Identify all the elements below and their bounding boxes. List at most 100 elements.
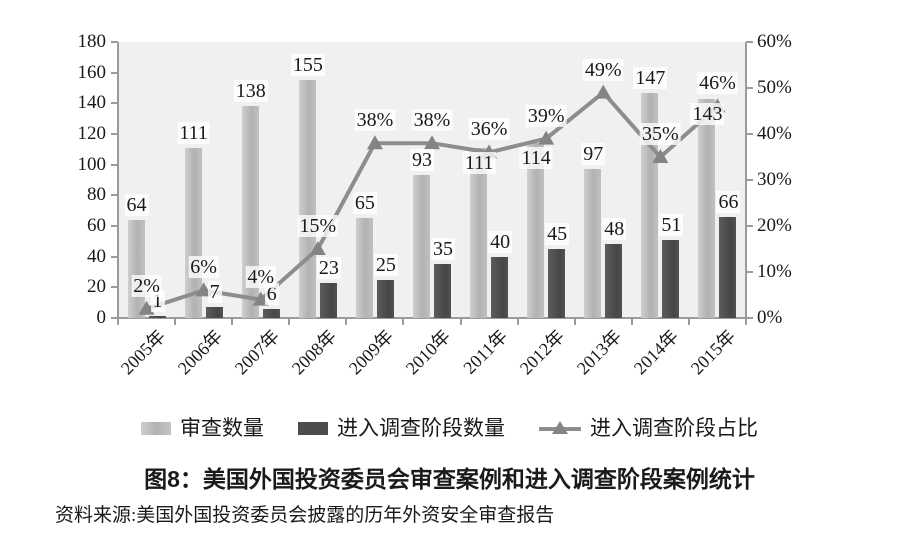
review-count-bar <box>413 175 430 318</box>
review-count-label: 111 <box>462 151 496 174</box>
x-axis-tick <box>231 318 234 325</box>
investigation-count-bar <box>376 279 394 318</box>
y-axis-left-tick <box>111 41 118 43</box>
review-count-label: 65 <box>352 192 377 215</box>
y-axis-right-tick-label: 0% <box>757 307 783 328</box>
review-count-bar <box>470 147 488 318</box>
investigation-count-label: 6 <box>264 282 279 305</box>
y-axis-right-tick-label: 30% <box>757 169 792 190</box>
investigation-count-label: 35 <box>431 238 455 261</box>
x-axis-tick <box>630 318 633 325</box>
investigation-count-bar <box>548 249 566 318</box>
figure-title: 图8：美国外国投资委员会审查案例和进入调查阶段案例统计 <box>144 466 755 492</box>
review-count-label: 114 <box>519 147 553 170</box>
bar-light-swatch-icon <box>141 421 171 435</box>
review-count-label: 64 <box>124 193 149 216</box>
investigation-count-label: 40 <box>488 230 513 253</box>
ratio-triangle-marker <box>652 149 669 163</box>
x-axis-tick <box>573 318 576 325</box>
review-count-label: 147 <box>633 66 668 89</box>
investigation-count-label: 48 <box>602 218 627 241</box>
investigation-count-bar <box>719 216 737 318</box>
figure-source: 资料来源:美国外国投资委员会披露的历年外资安全审查报告 <box>55 505 555 526</box>
ratio-percent-label: 46% <box>697 72 738 95</box>
legend-item-review-count: 审查数量 <box>141 415 264 441</box>
ratio-percent-label: 38% <box>411 109 453 132</box>
y-axis-right-tick-label: 10% <box>757 261 792 282</box>
y-axis-left-tick-label: 20 <box>87 276 106 298</box>
ratio-percent-label: 36% <box>468 118 510 141</box>
x-axis-tick <box>117 318 119 325</box>
investigation-count-bar <box>205 307 223 318</box>
ratio-percent-label: 35% <box>640 123 681 145</box>
review-count-label: 143 <box>690 102 725 125</box>
ratio-percent-label: 4% <box>245 265 277 288</box>
x-axis-tick <box>402 318 405 325</box>
y-axis-right-tick <box>746 271 753 273</box>
y-axis-left-tick-label: 100 <box>77 153 107 175</box>
y-axis-right-tick <box>746 179 753 181</box>
legend-label: 进入调查阶段占比 <box>590 416 758 440</box>
investigation-count-bar <box>491 256 509 318</box>
investigation-count-bar <box>319 282 337 318</box>
y-axis-left-tick-label: 80 <box>87 184 106 206</box>
y-axis-right-tick <box>746 317 753 319</box>
review-count-label: 93 <box>410 149 434 172</box>
investigation-count-label: 23 <box>316 256 341 279</box>
x-axis-tick <box>516 318 519 325</box>
x-axis-tick <box>174 318 177 325</box>
x-axis-tick <box>459 318 462 325</box>
ratio-triangle-marker <box>424 135 440 150</box>
ratio-triangle-marker <box>595 84 612 99</box>
y-axis-right-tick <box>746 225 753 227</box>
ratio-triangle-marker <box>538 130 555 145</box>
investigation-count-bar <box>605 244 623 318</box>
y-axis-right-tick-label: 20% <box>757 215 792 236</box>
y-axis-left-tick <box>111 102 118 105</box>
y-axis-right-tick <box>746 41 753 43</box>
y-axis-right-tick-label: 60% <box>757 31 792 52</box>
ratio-percent-label: 15% <box>297 215 339 237</box>
bar-dark-swatch-icon <box>298 421 328 435</box>
y-axis-left-tick <box>111 71 118 74</box>
ratio-triangle-marker <box>309 241 326 255</box>
legend-label: 进入调查阶段数量 <box>337 416 505 440</box>
y-axis-left-tick-label: 120 <box>77 123 107 144</box>
investigation-count-bar <box>434 264 451 318</box>
review-count-bar <box>241 106 259 318</box>
investigation-count-label: 66 <box>716 190 741 213</box>
y-axis-left-tick <box>111 225 118 227</box>
chart-legend: 审查数量 进入调查阶段数量 进入调查阶段占比 <box>0 412 899 444</box>
legend-item-investigation-count: 进入调查阶段数量 <box>298 415 505 441</box>
ratio-triangle-marker <box>366 135 383 150</box>
x-axis <box>117 317 747 319</box>
review-count-label: 111 <box>177 121 210 144</box>
investigation-count-label: 25 <box>373 253 398 276</box>
investigation-count-label: 7 <box>207 281 222 304</box>
y-axis-left-tick-label: 60 <box>87 215 106 236</box>
y-axis-left-tick <box>111 317 118 319</box>
x-axis-tick <box>288 318 291 325</box>
review-count-bar <box>298 80 316 318</box>
investigation-count-bar <box>148 316 166 318</box>
y-axis-right-tick-label: 40% <box>757 123 792 144</box>
investigation-count-label: 51 <box>659 213 684 236</box>
legend-item-investigation-ratio: 进入调查阶段占比 <box>539 415 758 441</box>
x-axis-tick <box>745 318 747 325</box>
y-axis-right-tick-label: 50% <box>757 77 792 98</box>
y-axis-left-tick <box>111 163 118 166</box>
y-axis-right-tick <box>746 133 753 135</box>
review-count-label: 97 <box>581 143 606 166</box>
ratio-percent-label: 49% <box>582 58 624 81</box>
x-axis-tick <box>687 318 690 325</box>
review-count-bar <box>527 143 545 318</box>
ratio-percent-label: 2% <box>131 274 162 297</box>
y-axis-left-tick-label: 180 <box>77 31 107 52</box>
review-count-bar <box>355 218 373 318</box>
review-count-label: 155 <box>290 54 325 77</box>
line-triangle-swatch-icon <box>539 420 581 436</box>
y-axis-right-tick <box>746 87 753 89</box>
legend-label: 审查数量 <box>180 416 264 440</box>
